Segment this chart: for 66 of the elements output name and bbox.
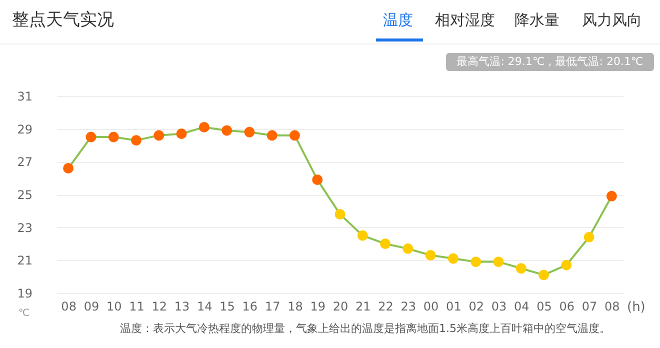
x-tick-label: 05 xyxy=(536,300,552,314)
point xyxy=(198,122,210,132)
x-tick-label: 16 xyxy=(242,300,258,314)
x-tick-label: 22 xyxy=(378,300,394,314)
text: 降水量 xyxy=(514,11,560,29)
point xyxy=(561,260,572,270)
point xyxy=(334,208,346,220)
x-tick-label: 08 xyxy=(604,300,620,314)
y-tick-label: 29 xyxy=(17,122,32,136)
y-tick-label: 19 xyxy=(17,286,32,300)
point xyxy=(176,128,187,139)
x-tick-label: 03 xyxy=(491,300,507,314)
x-axis-title: (h) xyxy=(627,300,646,315)
point xyxy=(584,232,594,242)
x-tick-label: 19 xyxy=(310,300,326,314)
point xyxy=(130,135,142,146)
y-tick-label: 23 xyxy=(17,220,32,235)
point xyxy=(154,130,164,141)
x-tick-label: 09 xyxy=(84,300,100,314)
text: 相对湿度 xyxy=(435,11,495,29)
x-tick-label: 12 xyxy=(152,300,168,314)
x-tick-label: 13 xyxy=(174,300,190,314)
y-tick-label: 27 xyxy=(17,155,32,170)
x-tick-label: 02 xyxy=(468,300,484,314)
point xyxy=(425,250,436,260)
point xyxy=(516,263,526,274)
x-tick-label: 01 xyxy=(446,300,462,314)
x-tick-label: 20 xyxy=(332,300,348,314)
point xyxy=(606,190,617,202)
point xyxy=(448,253,458,264)
point xyxy=(289,130,300,141)
point xyxy=(244,126,255,138)
x-tick-label: 04 xyxy=(514,300,530,314)
text: 温度 xyxy=(383,11,413,29)
x-tick-label: 10 xyxy=(106,300,122,314)
point xyxy=(493,256,504,268)
x-tick-label: 08 xyxy=(61,300,76,314)
x-tick-label: 14 xyxy=(197,300,212,314)
text: 最高气温: 29.1℃ , 最低气温: 20.1℃ xyxy=(456,55,644,68)
x-tick-label: 11 xyxy=(129,300,144,314)
point xyxy=(470,256,482,268)
point xyxy=(312,174,323,185)
y-tick-label: 31 xyxy=(17,90,32,104)
x-tick-label: 00 xyxy=(423,300,439,314)
x-tick-label: 18 xyxy=(288,300,303,314)
x-tick-label: 07 xyxy=(582,300,598,314)
point xyxy=(357,230,368,241)
chart-title: 整点天气实况 xyxy=(12,10,114,30)
point xyxy=(380,238,391,249)
point xyxy=(538,270,550,280)
y-axis-title: ℃ xyxy=(18,308,30,319)
text: 温度：表示大气冷热程度的物理量，气象上给出的温度是指离地面1.5米高度上百叶箱中的空气温度。 xyxy=(120,322,610,335)
point xyxy=(63,163,74,174)
point xyxy=(402,243,414,254)
point xyxy=(86,132,96,142)
point xyxy=(108,132,119,142)
y-tick-label: 25 xyxy=(17,188,32,202)
x-tick-label: 06 xyxy=(559,300,575,314)
x-tick-label: 21 xyxy=(356,300,371,314)
x-tick-label: 15 xyxy=(220,300,235,314)
x-tick-label: 23 xyxy=(400,300,416,314)
point xyxy=(222,125,232,136)
y-tick-label: 21 xyxy=(17,254,32,268)
x-tick-label: 17 xyxy=(264,300,280,314)
text: 风力风向 xyxy=(582,11,642,29)
point xyxy=(266,130,278,141)
